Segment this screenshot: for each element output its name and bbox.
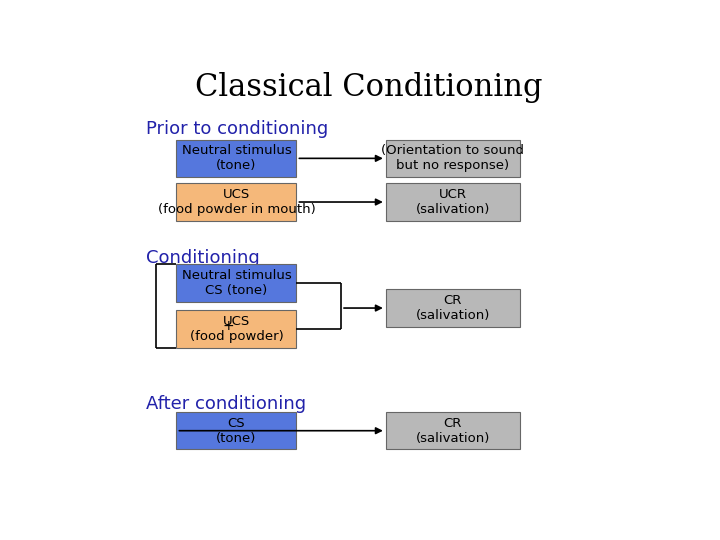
Text: CS
(tone): CS (tone)	[216, 417, 256, 445]
Text: CR
(salivation): CR (salivation)	[415, 417, 490, 445]
FancyBboxPatch shape	[176, 310, 297, 348]
FancyBboxPatch shape	[386, 140, 520, 177]
FancyBboxPatch shape	[176, 265, 297, 302]
Text: CR
(salivation): CR (salivation)	[415, 294, 490, 322]
Text: UCS
(food powder): UCS (food powder)	[189, 315, 284, 343]
Text: UCS
(food powder in mouth): UCS (food powder in mouth)	[158, 188, 315, 216]
FancyBboxPatch shape	[386, 289, 520, 327]
FancyBboxPatch shape	[176, 412, 297, 449]
Text: Conditioning: Conditioning	[145, 249, 259, 267]
FancyBboxPatch shape	[176, 140, 297, 177]
FancyBboxPatch shape	[386, 412, 520, 449]
Text: (Orientation to sound
but no response): (Orientation to sound but no response)	[381, 144, 524, 172]
Text: Classical Conditioning: Classical Conditioning	[195, 72, 543, 103]
FancyBboxPatch shape	[386, 183, 520, 221]
Text: +: +	[222, 319, 233, 333]
Text: After conditioning: After conditioning	[145, 395, 306, 413]
Text: Neutral stimulus
(tone): Neutral stimulus (tone)	[181, 144, 292, 172]
FancyBboxPatch shape	[176, 183, 297, 221]
Text: UCR
(salivation): UCR (salivation)	[415, 188, 490, 216]
Text: Neutral stimulus
CS (tone): Neutral stimulus CS (tone)	[181, 269, 292, 297]
Text: Prior to conditioning: Prior to conditioning	[145, 120, 328, 138]
